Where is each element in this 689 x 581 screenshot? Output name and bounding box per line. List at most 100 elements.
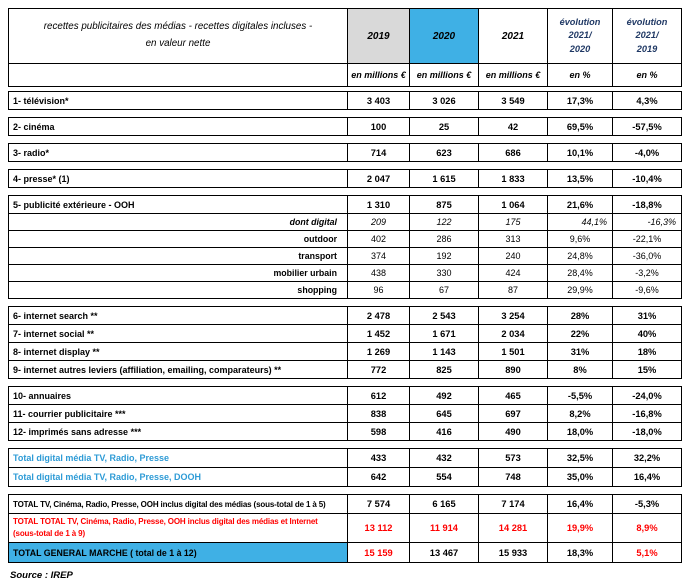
table-row: 11- courrier publicitaire *** 838 645 697 8,… xyxy=(8,404,682,423)
value-cell: 2 543 xyxy=(409,306,479,325)
evolution-label: évolution xyxy=(626,16,668,27)
value-cell: -3,2% xyxy=(612,264,682,282)
value-cell: 40% xyxy=(612,324,682,343)
value-cell: 1 269 xyxy=(347,342,410,361)
value-cell: 28% xyxy=(547,306,613,325)
value-cell: 18,0% xyxy=(547,422,613,441)
value-cell: 240 xyxy=(478,247,548,265)
value-cell: 598 xyxy=(347,422,410,441)
row-label: TOTAL GENERAL MARCHE ( total de 1 à 12) xyxy=(8,542,348,563)
unit-header-row: en millions € en millions € en millions … xyxy=(8,63,682,87)
title-line-1: recettes publicitaires des médias - rece… xyxy=(43,21,313,33)
table-row: TOTAL TV, Cinéma, Radio, Presse, OOH inc… xyxy=(8,494,682,514)
value-cell: 7 174 xyxy=(478,494,548,514)
table-row: 1- télévision* 3 403 3 026 3 549 17,3% 4,3% xyxy=(8,91,682,110)
value-cell: 1 064 xyxy=(478,195,548,214)
evolution-numerator: 2021/ xyxy=(635,30,659,41)
value-cell: 100 xyxy=(347,117,410,136)
value-cell: -18,0% xyxy=(612,422,682,441)
table-row: 5- publicité extérieure - OOH 1 310 875 1 0… xyxy=(8,195,682,214)
row-label-line-1: TOTAL TOTAL TV, Cinéma, Radio, Presse, O… xyxy=(13,517,318,527)
row-label: 5- publicité extérieure - OOH xyxy=(8,195,348,214)
row-group-grand-totals: TOTAL TV, Cinéma, Radio, Presse, OOH inc… xyxy=(8,494,682,563)
value-cell: 21,6% xyxy=(547,195,613,214)
col-header-2021: 2021 xyxy=(478,8,548,64)
evolution-denominator: 2020 xyxy=(569,43,591,54)
value-cell: 424 xyxy=(478,264,548,282)
table-row: 12- imprimés sans adresse *** 598 416 490 18… xyxy=(8,422,682,441)
table-row: TOTAL GENERAL MARCHE ( total de 1 à 12) 1… xyxy=(8,542,682,563)
value-cell: 32,2% xyxy=(612,448,682,468)
value-cell: 29,9% xyxy=(547,281,613,299)
value-cell: 432 xyxy=(409,448,479,468)
value-cell: 748 xyxy=(478,467,548,487)
value-cell: 6 165 xyxy=(409,494,479,514)
unit-cell: en millions € xyxy=(478,63,548,87)
row-label: TOTAL TOTAL TV, Cinéma, Radio, Presse, O… xyxy=(8,513,348,543)
col-header-2020: 2020 xyxy=(409,8,479,64)
table-row: 9- internet autres leviers (affiliation,… xyxy=(8,360,682,379)
row-group-presse: 4- presse* (1) 2 047 1 615 1 833 13,5% -10,4% xyxy=(8,169,682,188)
value-cell: 13 112 xyxy=(347,513,410,543)
value-cell: 22% xyxy=(547,324,613,343)
table-row: mobilier urbain 438 330 424 28,4% -3,2% xyxy=(8,264,682,282)
source-note: Source : IREP xyxy=(10,570,73,581)
evolution-label: évolution xyxy=(559,16,601,27)
value-cell: 192 xyxy=(409,247,479,265)
value-cell: 7 574 xyxy=(347,494,410,514)
row-label: 6- internet search ** xyxy=(8,306,348,325)
col-header-evolution-2021-2019: évolution 2021/ 2019 xyxy=(612,8,682,64)
row-label: 11- courrier publicitaire *** xyxy=(8,404,348,423)
value-cell: 13,5% xyxy=(547,169,613,188)
row-group-internet: 6- internet search ** 2 478 2 543 3 254 28% 3… xyxy=(8,306,682,379)
value-cell: 3 026 xyxy=(409,91,479,110)
value-cell: -57,5% xyxy=(612,117,682,136)
value-cell: 9,6% xyxy=(547,230,613,248)
value-cell: 1 452 xyxy=(347,324,410,343)
table-row: 2- cinéma 100 25 42 69,5% -57,5% xyxy=(8,117,682,136)
row-group-ooh: 5- publicité extérieure - OOH 1 310 875 1 0… xyxy=(8,195,682,299)
value-cell: 1 671 xyxy=(409,324,479,343)
value-cell: 1 833 xyxy=(478,169,548,188)
col-header-2019: 2019 xyxy=(347,8,410,64)
unit-cell: en % xyxy=(612,63,682,87)
value-cell: -16,3% xyxy=(612,213,682,231)
row-label: transport xyxy=(8,247,348,265)
value-cell: 2 047 xyxy=(347,169,410,188)
value-cell: 612 xyxy=(347,386,410,405)
value-cell: 3 254 xyxy=(478,306,548,325)
table-title: recettes publicitaires des médias - rece… xyxy=(8,8,348,64)
value-cell: 19,9% xyxy=(547,513,613,543)
value-cell: 10,1% xyxy=(547,143,613,162)
value-cell: 31% xyxy=(612,306,682,325)
value-cell: 87 xyxy=(478,281,548,299)
value-cell: 416 xyxy=(409,422,479,441)
value-cell: 42 xyxy=(478,117,548,136)
unit-cell: en millions € xyxy=(347,63,410,87)
value-cell: 438 xyxy=(347,264,410,282)
table-row: transport 374 192 240 24,8% -36,0% xyxy=(8,247,682,265)
value-cell: -36,0% xyxy=(612,247,682,265)
row-label: 4- presse* (1) xyxy=(8,169,348,188)
table-row: Total digital média TV, Radio, Presse 433… xyxy=(8,448,682,468)
value-cell: 18% xyxy=(612,342,682,361)
value-cell: 13 467 xyxy=(409,542,479,563)
value-cell: 1 310 xyxy=(347,195,410,214)
row-label: 3- radio* xyxy=(8,143,348,162)
value-cell: 14 281 xyxy=(478,513,548,543)
value-cell: 122 xyxy=(409,213,479,231)
year-header-row: recettes publicitaires des médias - rece… xyxy=(8,8,682,64)
value-cell: -5,5% xyxy=(547,386,613,405)
value-cell: 18,3% xyxy=(547,542,613,563)
value-cell: 1 615 xyxy=(409,169,479,188)
value-cell: 67 xyxy=(409,281,479,299)
value-cell: 31% xyxy=(547,342,613,361)
table-header: recettes publicitaires des médias - rece… xyxy=(8,8,682,87)
row-label: shopping xyxy=(8,281,348,299)
empty-header-cell xyxy=(8,63,348,87)
value-cell: 465 xyxy=(478,386,548,405)
value-cell: 16,4% xyxy=(612,467,682,487)
value-cell: 17,3% xyxy=(547,91,613,110)
row-label: Total digital média TV, Radio, Presse, D… xyxy=(8,467,348,487)
value-cell: 772 xyxy=(347,360,410,379)
